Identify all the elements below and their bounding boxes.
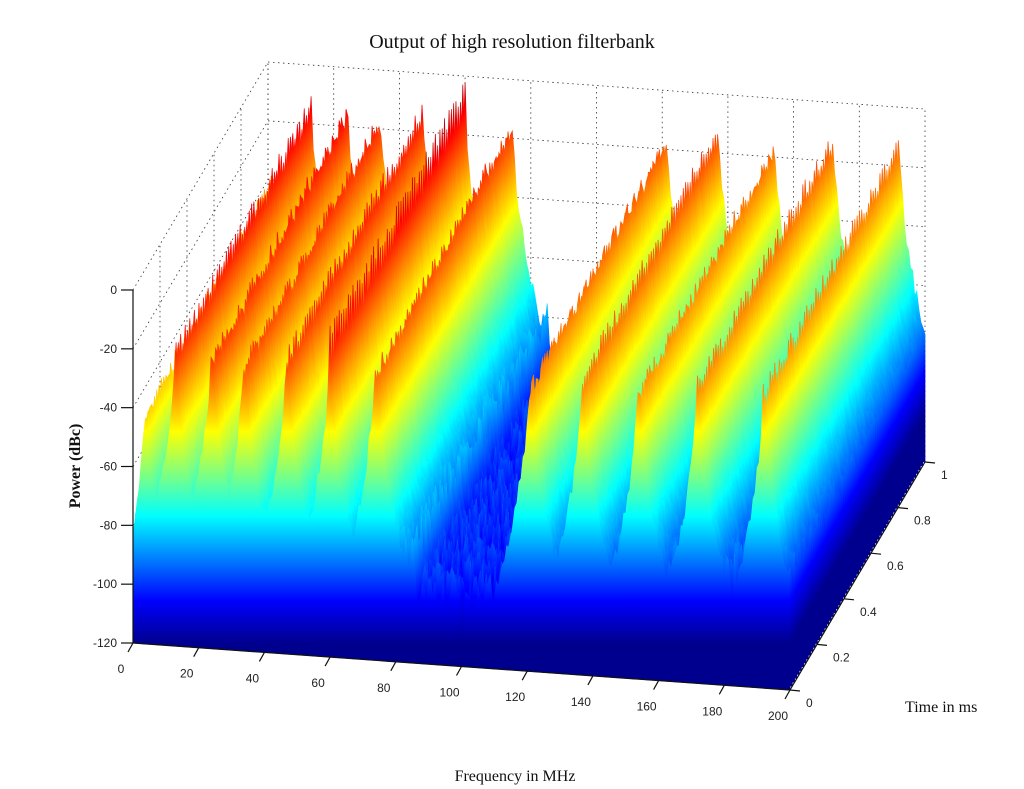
- y-tick-label: 0.8: [914, 514, 931, 528]
- z-tick-label: -80: [100, 518, 118, 532]
- y-tick: [789, 689, 801, 692]
- chart-title: Output of high resolution filterbank: [369, 31, 655, 53]
- y-tick-label: 1: [941, 468, 948, 482]
- x-tick: [193, 647, 200, 657]
- y-axis-label: Time in ms: [905, 699, 977, 716]
- grid-line: [267, 61, 926, 110]
- z-tick-label: -60: [100, 460, 118, 474]
- x-tick-label: 80: [377, 681, 391, 695]
- x-tick-label: 140: [571, 695, 591, 709]
- x-tick: [718, 685, 725, 695]
- tick-labels: 0 20 40 60 80 100 120 140 160 180 200 0 0.2 0.4 0.6 0.8…: [93, 283, 948, 723]
- x-tick-label: 20: [180, 667, 194, 681]
- x-tick: [784, 689, 791, 700]
- y-tick: [870, 552, 882, 555]
- grid-line: [132, 61, 269, 291]
- y-tick: [843, 598, 855, 601]
- z-tick-label: 0: [110, 283, 117, 297]
- x-tick: [258, 652, 265, 662]
- y-tick-label: 0.6: [887, 559, 904, 573]
- x-tick-label: 120: [505, 690, 525, 704]
- time-slice-trace: [132, 325, 791, 691]
- x-tick: [390, 661, 397, 672]
- x-tick-label: 0: [118, 662, 125, 676]
- x-tick-label: 160: [637, 700, 657, 714]
- x-tick-label: 40: [246, 671, 260, 685]
- x-tick: [587, 675, 594, 686]
- x-tick-label: 60: [311, 676, 325, 690]
- y-tick-label: 0: [806, 696, 813, 710]
- z-tick-label: -40: [100, 401, 118, 415]
- grid-line: [132, 120, 269, 350]
- axes: [121, 289, 936, 700]
- z-tick-label: -20: [100, 342, 118, 356]
- x-tick: [127, 642, 134, 653]
- x-tick-label: 100: [439, 686, 459, 700]
- y-tick-label: 0.4: [860, 605, 877, 619]
- z-tick-label: -100: [93, 577, 117, 591]
- y-tick: [924, 461, 936, 464]
- x-tick: [455, 666, 463, 676]
- y-tick: [816, 643, 828, 646]
- waterfall-slices: [132, 82, 926, 691]
- x-axis-label: Frequency in MHz: [455, 768, 576, 785]
- y-tick: [897, 507, 909, 510]
- z-tick-label: -120: [93, 636, 117, 650]
- x-tick-label: 180: [702, 704, 722, 718]
- x-tick: [521, 670, 528, 681]
- x-tick-label: 200: [768, 709, 788, 723]
- grid-line: [132, 179, 269, 408]
- y-tick-label: 0.2: [833, 650, 850, 664]
- y-axis-line: [789, 461, 926, 691]
- x-tick: [653, 680, 660, 690]
- z-axis-label: Power (dBc): [67, 424, 84, 509]
- x-tick: [324, 656, 331, 667]
